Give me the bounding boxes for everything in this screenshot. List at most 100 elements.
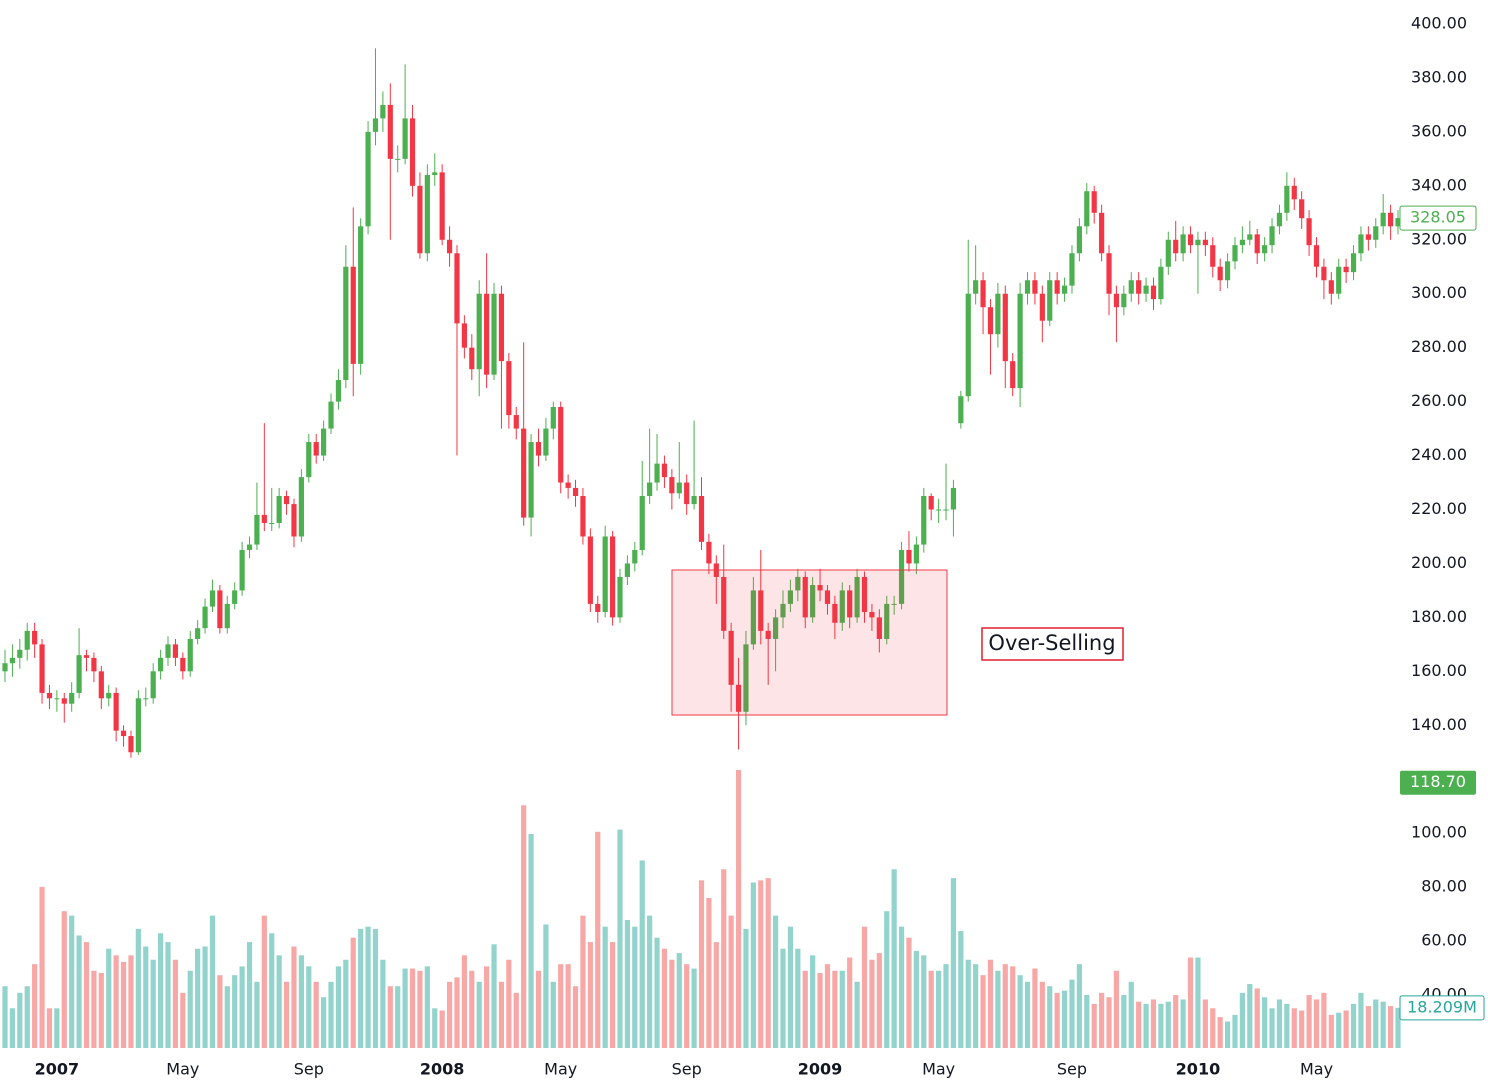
candle-body [17, 649, 23, 658]
y-tick-label: 180.00 [1411, 607, 1467, 626]
candle-body [1010, 361, 1016, 389]
volume-bar [291, 946, 297, 1048]
volume-bar [172, 959, 179, 1048]
volume-bar [1091, 1003, 1097, 1048]
x-tick-label: May [922, 1060, 955, 1079]
candle-body [698, 496, 705, 542]
candle-body [1262, 245, 1268, 254]
candle-body [76, 655, 82, 693]
volume-bar [484, 966, 490, 1048]
volume-bar [839, 970, 845, 1048]
volume-bar [558, 964, 564, 1048]
candle-body [654, 463, 660, 483]
candle-body [528, 442, 534, 518]
candle-body [965, 293, 971, 397]
candle-body [313, 442, 319, 456]
candle-body [195, 628, 201, 639]
volume-bar [54, 1008, 60, 1048]
candle-body [973, 280, 979, 294]
candle-body [439, 172, 445, 240]
candle-body [1217, 266, 1223, 281]
candle-body [1121, 293, 1127, 308]
volume-bar [587, 942, 593, 1048]
volume-bar [617, 829, 623, 1048]
candle-body [306, 442, 312, 478]
volume-bar [817, 972, 823, 1048]
candle-body [358, 226, 364, 364]
volume-bar [269, 933, 275, 1048]
y-tick-label: 400.00 [1411, 14, 1467, 33]
volume-bar [350, 937, 356, 1048]
volume-bar [743, 928, 749, 1048]
volume-bar [365, 926, 371, 1048]
candle-body [884, 603, 890, 639]
volume-bar [1328, 1014, 1334, 1048]
candle-body [639, 496, 645, 550]
volume-bar [335, 966, 342, 1048]
candle-body [706, 541, 712, 564]
candle-body [1254, 234, 1260, 254]
last-price-tag [1399, 205, 1477, 231]
y-tick-label: 320.00 [1411, 229, 1467, 248]
candle-body [728, 630, 734, 685]
volume-bar [513, 992, 519, 1048]
candle-body [572, 487, 579, 497]
volume-bar [1299, 1010, 1305, 1048]
candle-body [1173, 239, 1179, 254]
volume-bar [498, 981, 505, 1048]
candle-body [1276, 212, 1283, 227]
candle-body [558, 407, 564, 483]
candle-body [1113, 293, 1120, 308]
candle-body [780, 603, 786, 618]
volume-bar [224, 986, 230, 1048]
volume-bar [61, 911, 67, 1048]
candle-body [632, 549, 638, 564]
volume-bar [1269, 1008, 1275, 1048]
candle-body [1195, 239, 1201, 246]
candle-body [1017, 293, 1023, 389]
candle-body [950, 487, 957, 510]
volume-bar [869, 959, 875, 1048]
candle-body [817, 585, 823, 591]
volume-bar [306, 966, 312, 1048]
candle-layer [2, 48, 1401, 758]
volume-bar [1202, 999, 1208, 1048]
volume-bar [165, 942, 171, 1048]
volume-bar [1254, 988, 1260, 1048]
volume-bar [372, 928, 379, 1048]
candle-body [1032, 280, 1038, 294]
volume-bar [973, 964, 979, 1048]
volume-bar [202, 946, 208, 1048]
x-tick-label: May [166, 1060, 199, 1079]
candle-body [32, 630, 38, 645]
candle-body [1099, 212, 1105, 254]
candle-body [1299, 199, 1305, 219]
x-tick-label: Sep [672, 1060, 702, 1079]
volume-bar [773, 915, 779, 1048]
candle-body [928, 496, 934, 510]
volume-bar [661, 948, 668, 1048]
volume-bar [565, 964, 571, 1048]
candle-body [513, 415, 519, 429]
volume-bar [409, 968, 416, 1048]
volume-bar [1239, 992, 1245, 1048]
candle-body [906, 549, 912, 564]
candle-body [1136, 280, 1142, 294]
candle-body [454, 253, 460, 324]
volume-bar [995, 970, 1001, 1048]
volume-bar [1113, 970, 1120, 1048]
volume-bar [847, 957, 853, 1048]
volume-bar [158, 933, 164, 1048]
candle-body [995, 293, 1001, 335]
volume-bar [1306, 995, 1312, 1048]
axis-layer: 40.0060.0080.00100.00120.00140.00160.001… [35, 14, 1485, 1079]
volume-layer [2, 770, 1401, 1048]
candle-body [1247, 234, 1253, 240]
x-tick-label: May [1300, 1060, 1333, 1079]
volume-bar [1336, 1012, 1342, 1048]
candle-body [1165, 239, 1171, 267]
y-tick-label: 280.00 [1411, 337, 1467, 356]
volume-bar [1165, 1001, 1171, 1048]
candle-body [750, 590, 756, 645]
volume-bar [69, 915, 75, 1048]
